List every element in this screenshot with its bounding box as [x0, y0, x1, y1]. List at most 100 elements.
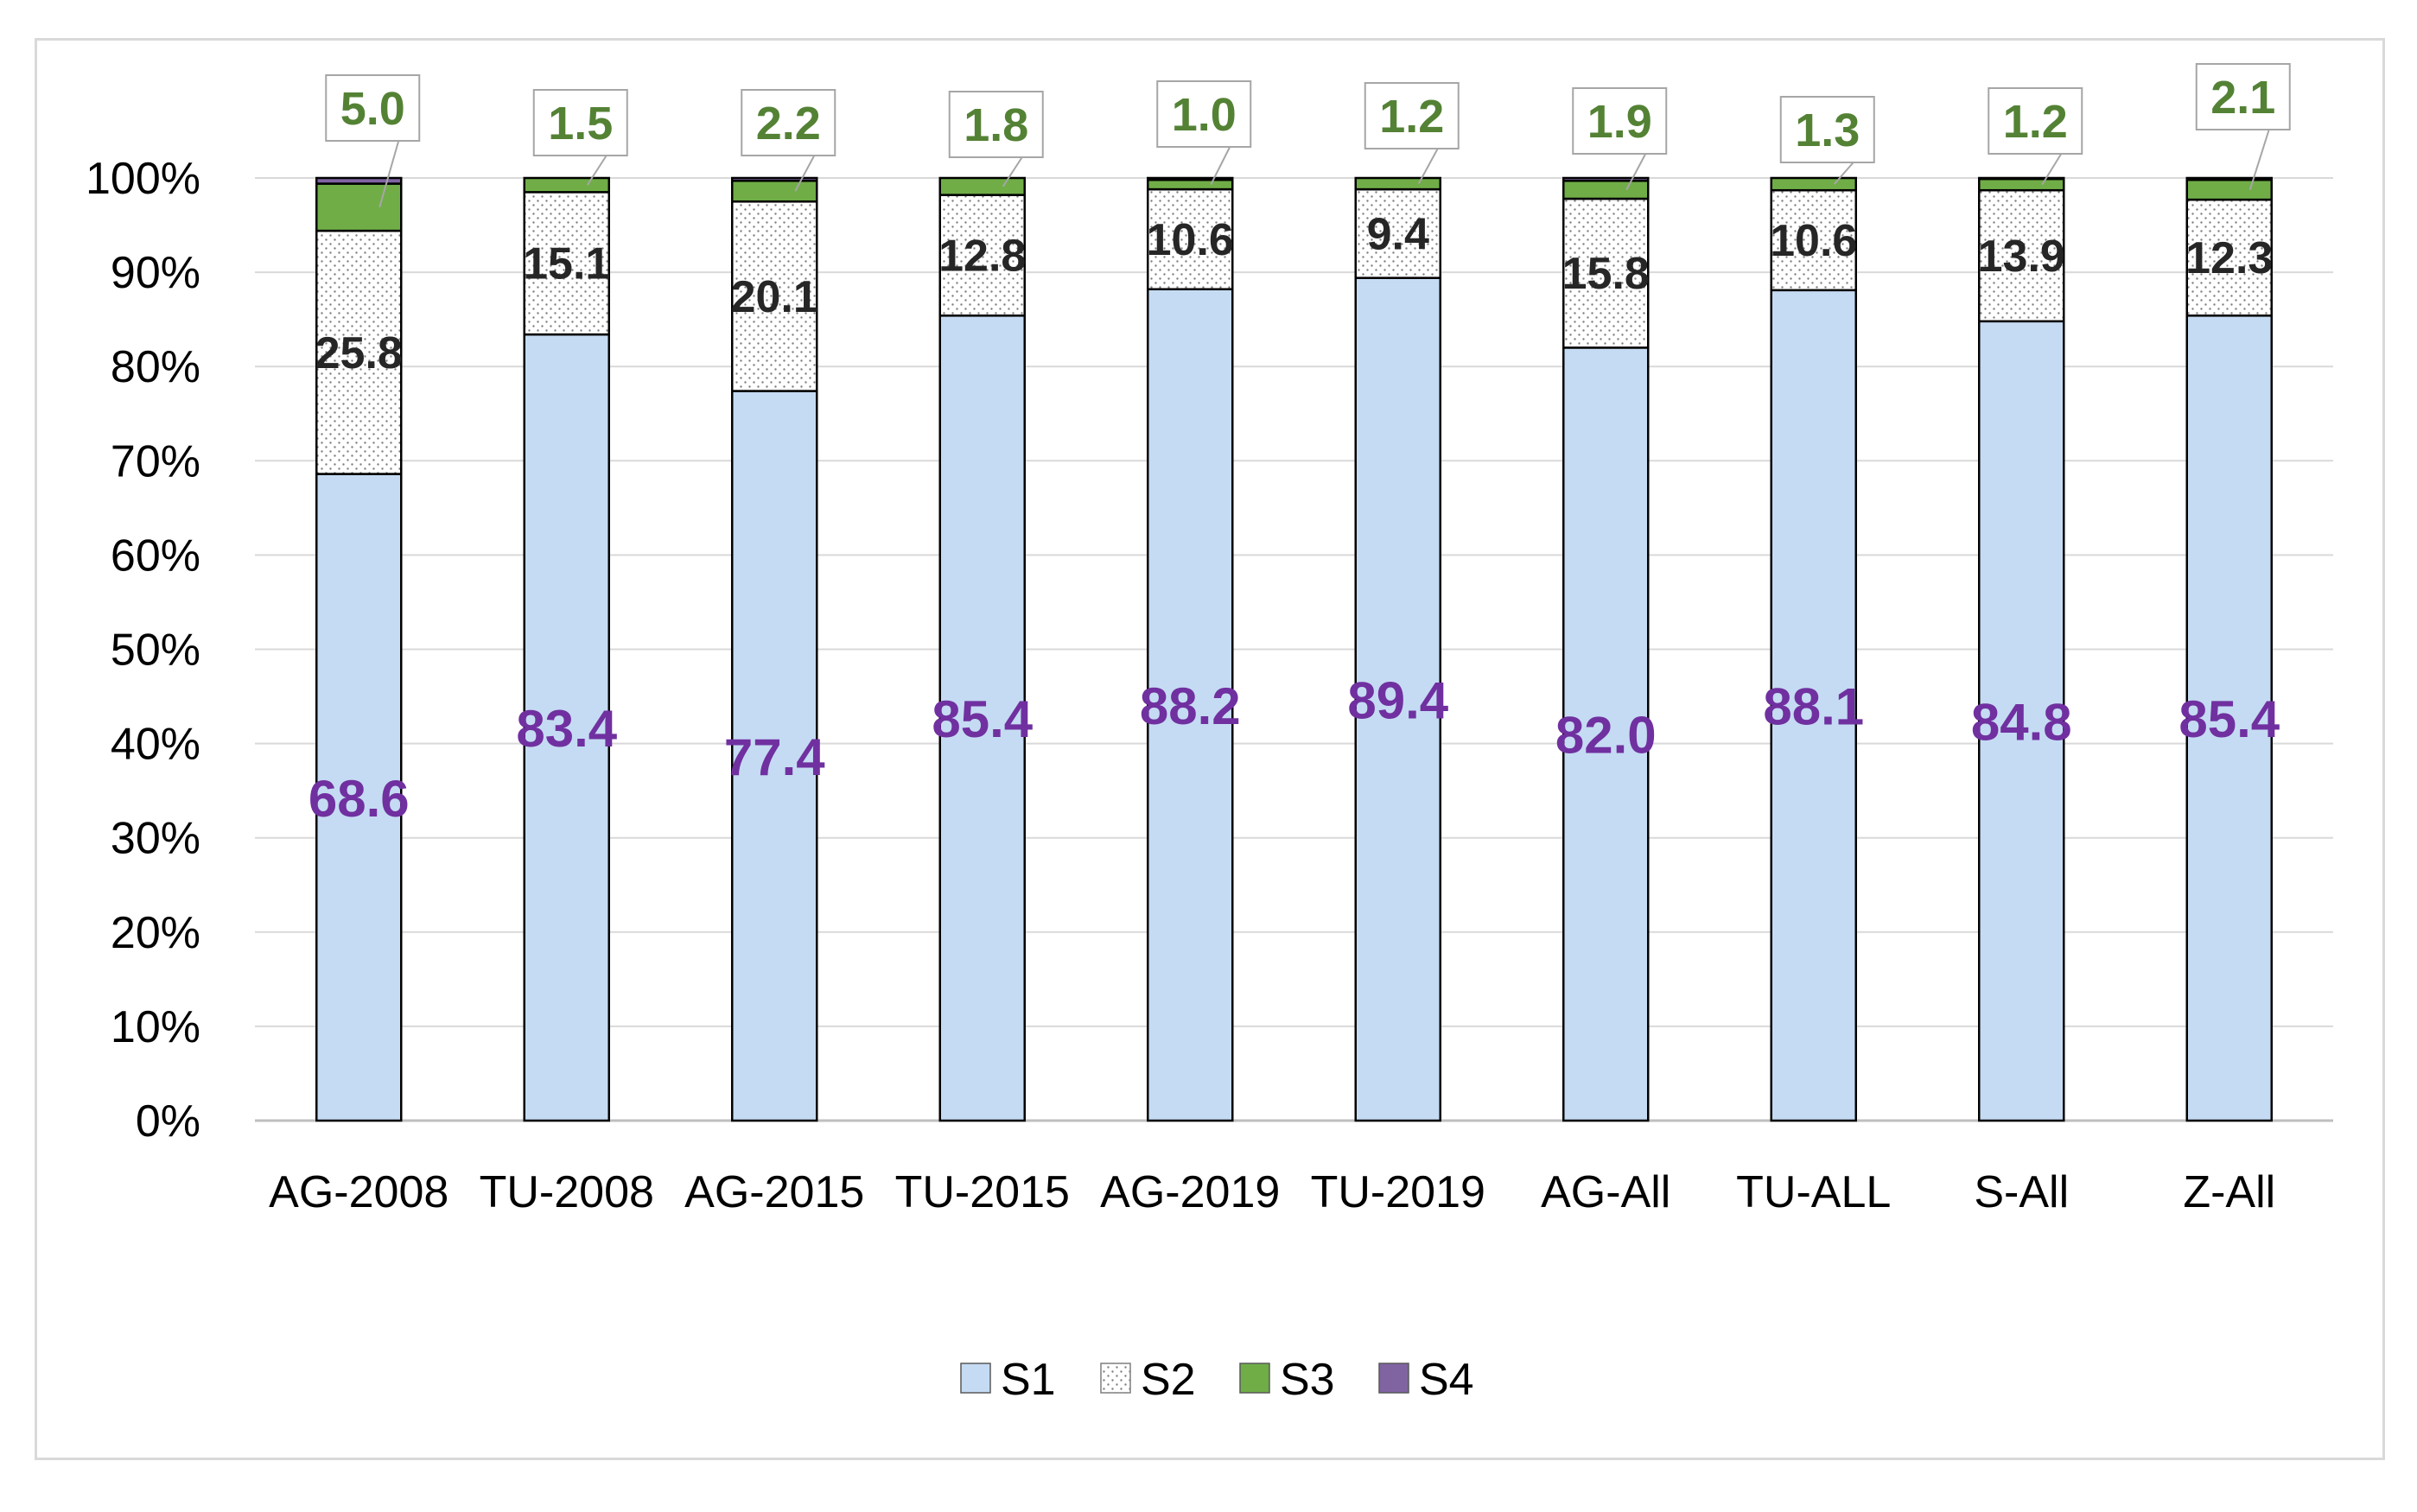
data-label-s2: 10.6 [1770, 216, 1857, 266]
bar-segment-s4 [731, 176, 818, 182]
bar-segment-s3 [1978, 177, 2065, 192]
y-tick-label: 50% [111, 626, 200, 676]
bar-segment-s3 [1770, 176, 1857, 192]
data-label-s3: 1.0 [1172, 89, 1237, 141]
data-label-s1: 77.4 [724, 728, 825, 786]
bar-segment-s2 [2185, 198, 2273, 317]
category-label: TU-2015 [895, 1167, 1070, 1217]
data-label-s3: 1.3 [1795, 105, 1860, 156]
callout-leader-line [1417, 148, 1439, 185]
legend-label-s3: S3 [1280, 1355, 1335, 1405]
callout-leader-line [1625, 153, 1647, 191]
bar-segment-s1 [523, 333, 610, 1122]
bar-segment-s1 [1354, 276, 1441, 1122]
data-label-s2: 20.1 [731, 272, 818, 322]
y-tick-label: 40% [111, 720, 200, 770]
y-tick-label: 0% [136, 1096, 200, 1147]
data-label-s2: 10.6 [1147, 215, 1234, 265]
y-tick-label: 30% [111, 814, 200, 864]
data-label-s2: 13.9 [1978, 232, 2065, 282]
bar-segment-s4 [1562, 176, 1650, 182]
bar-segment-s1 [1770, 289, 1857, 1122]
data-label-s1: 88.1 [1763, 677, 1864, 735]
data-label-s3: 1.9 [1587, 96, 1652, 148]
callout-leader-line [794, 155, 816, 192]
data-label-s1: 89.4 [1347, 671, 1448, 729]
callout-leader-line [586, 155, 607, 186]
callout-leader-line [2041, 153, 2063, 186]
bar-segment-s1 [315, 473, 403, 1122]
data-label-s2: 15.8 [1562, 249, 1650, 299]
data-label-s1: 82.0 [1555, 707, 1657, 765]
bar-segment-s2 [1978, 188, 2065, 323]
callout-box [2195, 63, 2291, 130]
data-label-s3: 2.2 [756, 98, 821, 149]
bar-segment-s3 [1562, 180, 1650, 200]
bar-segment-s4 [2185, 176, 2273, 181]
data-label-s2: 12.3 [2185, 233, 2273, 283]
data-label-s3: 1.2 [2003, 96, 2068, 148]
category-label: AG-2015 [684, 1167, 864, 1217]
data-label-s2: 9.4 [1367, 209, 1429, 259]
legend-label-s1: S1 [1001, 1355, 1056, 1405]
bar-segment-s2 [938, 194, 1026, 317]
bar-segment-s1 [938, 314, 1026, 1122]
callout-box [741, 89, 836, 156]
bar-segment-s2 [1562, 197, 1650, 349]
bar-segment-s2 [731, 200, 818, 392]
legend-swatch-s1 [960, 1363, 991, 1394]
category-label: S-All [1974, 1167, 2069, 1217]
data-label-s1: 85.4 [2178, 690, 2280, 748]
category-label: Z-All [2183, 1167, 2275, 1217]
y-tick-label: 60% [111, 530, 200, 581]
data-label-s1: 88.2 [1140, 677, 1241, 735]
y-tick-label: 70% [111, 436, 200, 486]
bar-segment-s2 [315, 229, 403, 475]
bar-segment-s3 [731, 180, 818, 203]
callout-box [1779, 96, 1875, 163]
callout-box [1156, 80, 1252, 148]
data-label-s3: 1.5 [548, 98, 613, 149]
bar-segment-s1 [2185, 314, 2273, 1122]
legend-swatch-s4 [1378, 1363, 1409, 1394]
bar-segment-s2 [1354, 187, 1441, 279]
bar-segment-s1 [731, 390, 818, 1122]
y-tick-label: 10% [111, 1002, 200, 1052]
callout-box [532, 89, 628, 156]
y-tick-label: 100% [86, 154, 200, 204]
callout-leader-line [1210, 146, 1231, 186]
bar-segment-s3 [2185, 178, 2273, 201]
legend-label-s4: S4 [1419, 1355, 1474, 1405]
data-label-s3: 5.0 [340, 83, 405, 135]
y-tick-label: 90% [111, 248, 200, 298]
bar-segment-s2 [523, 191, 610, 336]
legend-label-s2: S2 [1141, 1355, 1196, 1405]
data-label-s1: 85.4 [932, 690, 1033, 748]
category-label: TU-ALL [1736, 1167, 1891, 1217]
bar-segment-s1 [1978, 320, 2065, 1122]
category-label: AG-2008 [269, 1167, 448, 1217]
bar-segment-s4 [1147, 176, 1234, 181]
category-label: TU-2019 [1311, 1167, 1485, 1217]
bar-segment-s2 [1147, 187, 1234, 290]
data-label-s1: 83.4 [516, 700, 617, 758]
data-label-s1: 68.6 [308, 770, 410, 828]
bar-segment-s3 [1354, 176, 1441, 191]
bar-segment-s3 [315, 182, 403, 232]
category-label: AG-All [1541, 1167, 1670, 1217]
category-label: AG-2019 [1100, 1167, 1280, 1217]
category-label: TU-2008 [480, 1167, 654, 1217]
callout-box [325, 74, 421, 142]
data-label-s2: 15.1 [523, 239, 610, 289]
data-label-s1: 84.8 [1971, 693, 2072, 751]
data-label-s2: 12.8 [938, 231, 1026, 281]
callout-box [1572, 87, 1668, 155]
callout-leader-line [1002, 156, 1023, 187]
y-tick-label: 80% [111, 342, 200, 392]
data-label-s2: 25.8 [315, 328, 403, 378]
data-label-s3: 1.2 [1379, 91, 1444, 143]
legend-swatch-s2 [1100, 1363, 1131, 1394]
callout-leader-line [1833, 162, 1854, 185]
callout-box [1364, 82, 1460, 149]
